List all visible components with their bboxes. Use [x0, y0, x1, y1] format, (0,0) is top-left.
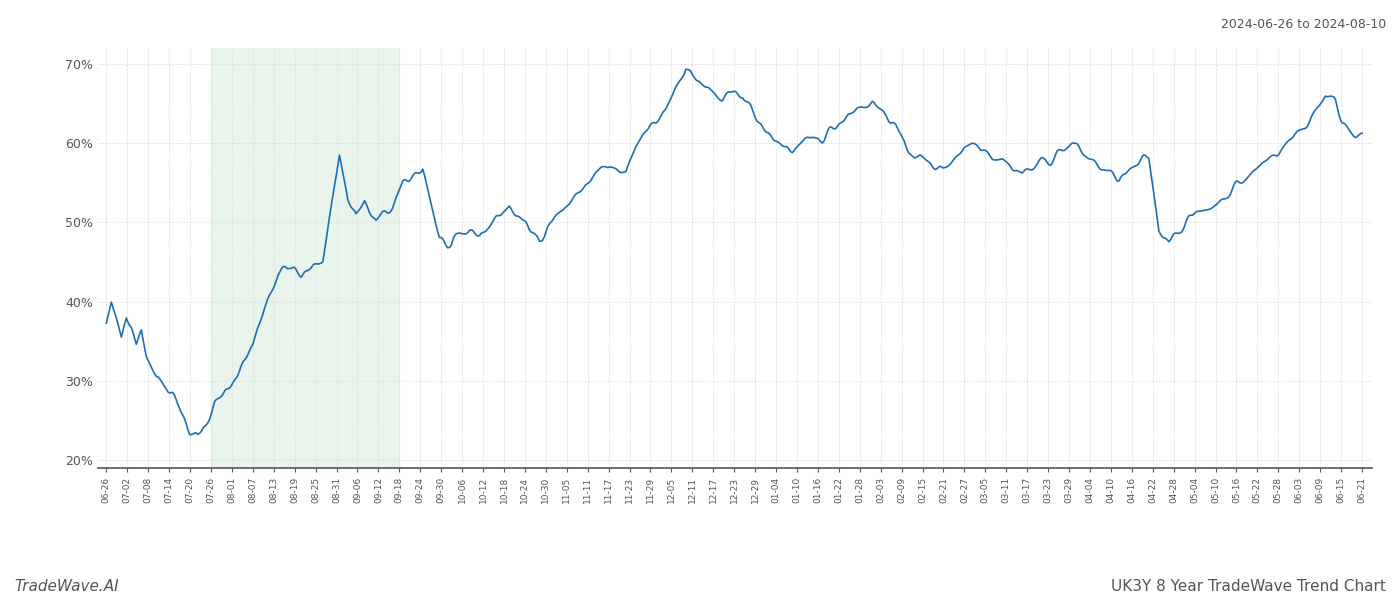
Text: UK3Y 8 Year TradeWave Trend Chart: UK3Y 8 Year TradeWave Trend Chart — [1112, 579, 1386, 594]
Bar — [211, 48, 399, 468]
Text: 2024-06-26 to 2024-08-10: 2024-06-26 to 2024-08-10 — [1221, 18, 1386, 31]
Text: TradeWave.AI: TradeWave.AI — [14, 579, 119, 594]
